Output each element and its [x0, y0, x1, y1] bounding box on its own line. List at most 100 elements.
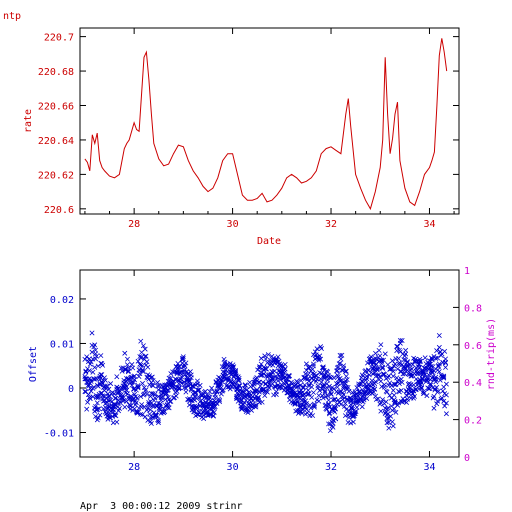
offset-marker: [183, 389, 189, 395]
offset-marker: [435, 355, 441, 361]
offset-marker: [145, 364, 151, 370]
offset-marker: [334, 384, 340, 390]
offset-marker: [341, 385, 347, 391]
offset-marker: [392, 361, 398, 367]
offset-marker: [353, 408, 359, 414]
offset-marker: [221, 374, 227, 380]
offset-marker: [236, 377, 242, 383]
offset-marker: [183, 360, 189, 366]
offset-marker: [314, 346, 320, 352]
offset-marker: [313, 372, 319, 378]
offset-marker: [265, 352, 271, 358]
rate-panel: 220.6 220.62 220.64 220.66 220.68 220.7 28 30 3…: [23, 27, 460, 247]
offset-marker: [342, 395, 347, 401]
offset-marker: [92, 376, 98, 382]
offset-marker: [157, 401, 163, 407]
offset-marker: [114, 419, 120, 425]
offset-marker: [396, 381, 402, 387]
rate-plot-frame: [79, 27, 460, 215]
offset-marker: [242, 382, 248, 388]
offset-marker: [165, 387, 171, 393]
offset-x-tick-label: 34: [423, 462, 435, 473]
offset-marker: [334, 381, 340, 387]
offset-marker: [288, 379, 294, 385]
offset-marker: [425, 376, 431, 382]
offset-marker: [326, 383, 332, 389]
offset-marker: [106, 412, 112, 418]
rate-x-tick-label: 28: [128, 219, 140, 230]
offset-x-tick-label: 32: [325, 462, 337, 473]
offset-marker: [190, 383, 196, 389]
offset-marker: [364, 376, 370, 382]
offset-marker: [97, 412, 103, 418]
offset-marker: [158, 397, 164, 403]
offset-marker: [89, 330, 95, 336]
offset-marker: [138, 362, 144, 368]
offset-marker: [111, 401, 117, 407]
rate-x-tick-label: 32: [325, 219, 337, 230]
offset-marker: [82, 376, 88, 382]
offset-marker: [234, 386, 240, 392]
offset-marker: [317, 353, 323, 359]
rate-x-tick-label: 34: [423, 219, 435, 230]
offset-marker: [350, 419, 356, 425]
offset-marker: [135, 384, 141, 390]
offset-marker: [384, 389, 390, 395]
offset-marker: [365, 367, 371, 373]
offset-marker: [125, 369, 131, 375]
offset-marker: [364, 396, 370, 401]
offset-marker: [225, 384, 231, 390]
offset-marker: [434, 348, 440, 354]
offset-marker: [241, 385, 247, 391]
offset-marker: [221, 356, 227, 362]
offset-y-ticks: -0.01 0 0.01 0.02: [44, 295, 86, 440]
offset-marker: [148, 399, 153, 405]
offset-marker: [127, 406, 133, 412]
offset-marker: [237, 387, 243, 393]
offset-marker: [148, 390, 154, 396]
offset-marker: [400, 371, 406, 377]
offset-marker: [310, 413, 316, 419]
offset-marker: [351, 394, 357, 400]
offset-marker: [208, 412, 214, 418]
offset-marker: [342, 368, 348, 374]
offset-marker: [225, 375, 231, 381]
offset-marker: [404, 359, 410, 365]
offset-marker: [124, 356, 130, 362]
offset-marker: [85, 399, 91, 405]
offset-marker: [336, 389, 342, 395]
offset-marker: [302, 382, 308, 388]
offset-marker: [250, 398, 256, 404]
offset-marker: [389, 419, 395, 425]
offset-marker: [328, 391, 334, 397]
offset-marker: [387, 392, 393, 398]
offset-marker: [427, 381, 433, 387]
offset-marker: [144, 391, 150, 397]
offset-marker: [435, 388, 441, 394]
offset-marker: [135, 358, 141, 364]
offset-marker: [397, 337, 403, 343]
offset-marker: [128, 403, 134, 409]
offset-marker: [441, 373, 447, 379]
offset-marks: [82, 330, 449, 434]
offset-marker: [119, 394, 125, 400]
offset-marker: [118, 365, 124, 371]
offset-marker: [373, 379, 379, 385]
offset-marker: [338, 356, 344, 362]
offset-marker: [155, 420, 161, 426]
offset-marker: [181, 385, 187, 391]
offset-marker: [195, 387, 201, 393]
offset-marker: [443, 392, 449, 398]
offset-marker: [93, 347, 99, 353]
offset-marker: [375, 396, 381, 402]
offset-marker: [440, 388, 446, 394]
offset-marker: [431, 405, 437, 411]
offset-marker: [307, 402, 313, 408]
offset-marker: [343, 373, 349, 379]
offset-marker: [275, 378, 281, 384]
roundtrip-y-axis-label: rnd-trip(ms): [486, 318, 497, 390]
offset-marker: [316, 398, 322, 404]
offset-marker: [110, 409, 116, 415]
offset-marker: [325, 377, 331, 383]
offset-marker: [155, 380, 161, 385]
